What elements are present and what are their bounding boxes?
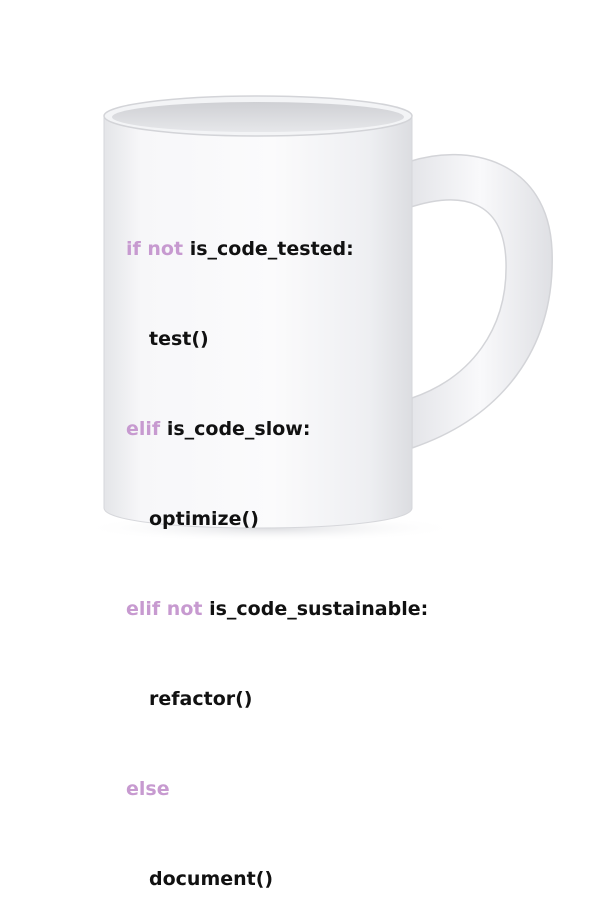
code-keyword: elif not xyxy=(126,598,203,620)
code-keyword: if not xyxy=(126,238,184,260)
mug-handle xyxy=(407,153,553,450)
mug-handle-inner xyxy=(412,208,499,390)
code-text: is_code_tested: xyxy=(189,238,354,260)
code-keyword: else xyxy=(126,778,170,800)
code-text: is_code_slow: xyxy=(166,418,311,440)
code-line-elif-slow: elif is_code_slow: xyxy=(126,414,428,444)
code-text: optimize() xyxy=(149,508,259,530)
code-text: document() xyxy=(149,868,274,890)
code-line-refactor: refactor() xyxy=(126,684,428,714)
code-line-else: else xyxy=(126,774,428,804)
mug-photo xyxy=(80,95,553,542)
mug-opening xyxy=(112,102,404,132)
code-keyword: elif xyxy=(126,418,161,440)
code-text: test() xyxy=(149,328,209,350)
code-text: is_code_sustainable: xyxy=(209,598,429,620)
mug-body xyxy=(103,115,413,529)
code-line-elif-sustainable: elif not is_code_sustainable: xyxy=(126,594,428,624)
code-line-document: document() xyxy=(126,864,428,894)
code-line-if: if not is_code_tested: xyxy=(126,234,428,264)
mug-code-print: if not is_code_tested: test() elif is_co… xyxy=(126,174,428,924)
code-line-test: test() xyxy=(126,324,428,354)
code-text: refactor() xyxy=(149,688,253,710)
code-line-optimize: optimize() xyxy=(126,504,428,534)
